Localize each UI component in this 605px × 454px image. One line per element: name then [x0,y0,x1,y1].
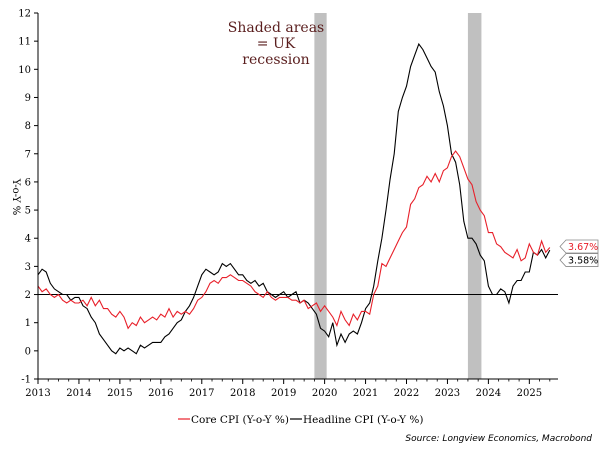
x-tick-label: 2024 [476,388,501,399]
y-tick-label: 2 [25,290,31,301]
x-tick-label: 2022 [394,388,419,399]
y-tick-label: 10 [18,65,31,76]
y-tick-label: 12 [18,9,31,20]
y-tick-label: 9 [25,93,31,104]
core-cpi-line [37,150,551,330]
legend-headline-label: Headline CPI (Y-o-Y %) [303,414,423,426]
x-tick-label: 2019 [271,388,296,399]
y-tick-label: 7 [25,149,31,160]
x-tick-label: 2014 [66,388,91,399]
x-tick-label: 2016 [148,388,173,399]
annotation-line-2: = UK [257,36,296,52]
headline-end-label: 3.58% [559,253,599,267]
core-end-label: 3.67% [559,239,599,254]
core-end-label-text: 3.67% [568,242,598,253]
recession-shades [314,13,482,379]
headline-end-label-text: 3.58% [568,256,598,267]
x-tick-label: 2018 [230,388,255,399]
end-value-labels: 3.67% 3.58% [559,239,599,267]
y-tick-label: 0 [25,346,31,357]
y-tick-label: -1 [21,375,31,386]
y-tick-label: 11 [18,37,31,48]
x-tick-label: 2023 [435,388,460,399]
source-note: Source: Longview Economics, Macrobond [405,434,592,444]
legend-core-label: Core CPI (Y-o-Y %) [191,414,289,426]
y-tick-label: 1 [25,318,31,329]
y-tick-label: 6 [25,177,31,188]
x-tick-label: 2025 [517,388,542,399]
headline-cpi-line [37,42,551,355]
y-tick-label: 5 [25,206,31,217]
x-tick-label: 2015 [107,388,132,399]
y-tick-label: 4 [25,234,31,245]
annotation-line-3: recession [242,52,309,68]
recession-band-1 [314,13,327,379]
annotation-line-1: Shaded areas [228,20,324,36]
legend: Core CPI (Y-o-Y %) Headline CPI (Y-o-Y %… [178,414,423,426]
headline-end-label-box [559,253,599,267]
x-tick-label: 2013 [25,388,50,399]
y-tick-label: 8 [25,121,31,132]
x-tick-label: 2021 [353,388,378,399]
core-end-label-box [559,239,599,254]
x-tick-label: 2020 [312,388,337,399]
recession-annotation: Shaded areas = UK recession [228,20,324,68]
y-axis-label: Y-o-Y % [10,178,21,215]
x-axis: 2013 2014 2015 2016 2017 2018 2019 2020 2021 2022… [25,379,551,399]
y-tick-label: 3 [25,262,31,273]
x-tick-label: 2017 [189,388,214,399]
